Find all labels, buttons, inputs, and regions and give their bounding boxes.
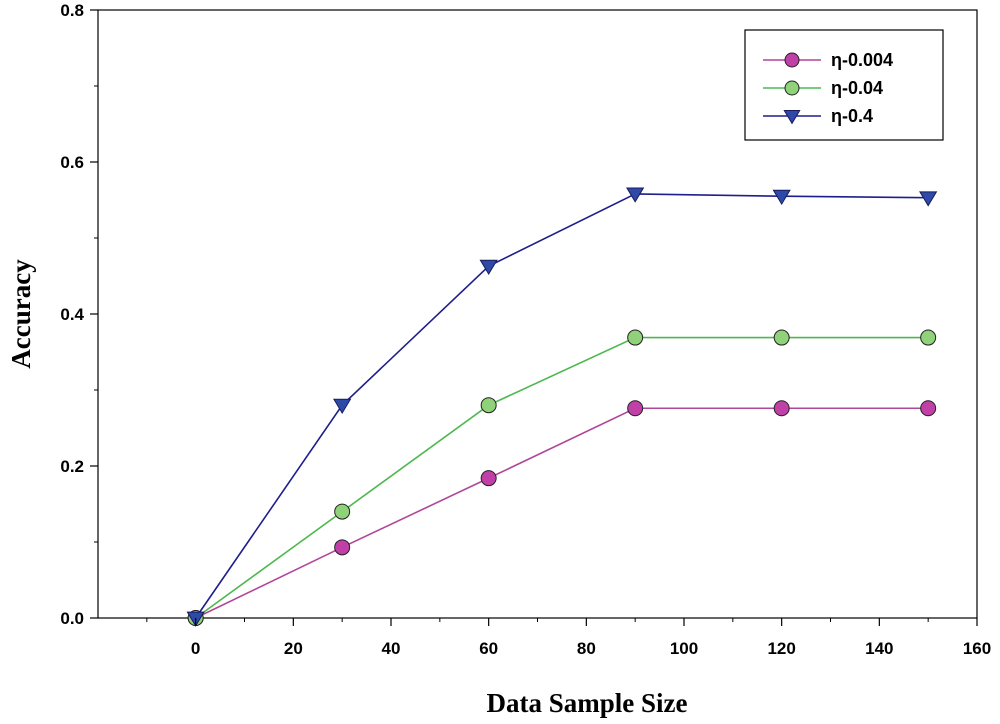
y-tick-label: 0.8 [60,1,84,20]
data-point [480,397,497,414]
legend-marker [783,109,801,125]
series-3 [186,187,938,627]
x-tick-label: 20 [284,639,303,658]
x-tick-label: 100 [670,639,698,658]
legend-label: η-0.04 [831,78,883,98]
y-tick-label: 0.4 [60,305,84,324]
series-line [195,193,929,619]
y-tick-label: 0.6 [60,153,84,172]
data-point [772,189,791,206]
legend-label: η-0.4 [831,106,873,126]
series-1 [187,400,937,626]
legend-marker [784,80,800,96]
x-tick-label: 140 [865,639,893,658]
x-tick-label: 160 [963,639,991,658]
data-point [626,187,645,203]
series-line [195,407,929,619]
series-line [195,336,929,619]
data-point [920,400,937,417]
legend-box [744,29,944,141]
x-tick-label: 80 [577,639,596,658]
data-point [627,329,644,346]
data-point [334,503,351,520]
legend-label: η-0.004 [831,50,893,70]
data-point [627,400,644,417]
data-point [333,398,352,415]
y-axis-title: Accuracy [6,259,36,369]
x-axis-title: Data Sample Size [487,688,688,718]
data-point [920,329,937,346]
data-point [479,259,498,275]
x-tick-label: 60 [479,639,498,658]
y-tick-label: 0.2 [60,457,84,476]
x-tick-label: 40 [382,639,401,658]
series-2 [187,329,937,626]
data-point [919,191,938,207]
data-point [480,470,497,487]
x-tick-label: 120 [767,639,795,658]
data-point [773,329,790,346]
legend-marker [784,52,800,68]
data-point [334,539,351,556]
data-point [773,400,790,417]
legend: η-0.004 η-0.04 η-0.4 [744,29,944,141]
y-tick-label: 0.0 [60,609,84,628]
x-tick-label: 0 [191,639,200,658]
